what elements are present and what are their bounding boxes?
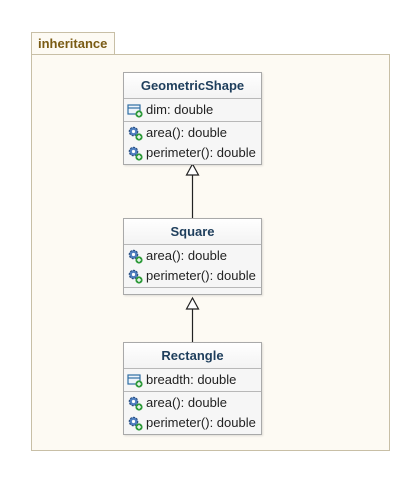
operation-row[interactable]: perimeter(): double	[124, 266, 261, 286]
empty-compartment	[124, 287, 261, 294]
field-icon	[127, 374, 143, 388]
operation-row[interactable]: area(): double	[124, 393, 261, 413]
attributes-compartment: dim: double	[124, 99, 261, 121]
attribute-row[interactable]: dim: double	[124, 100, 261, 120]
operation-row[interactable]: area(): double	[124, 123, 261, 143]
attribute-text: breadth: double	[146, 372, 237, 387]
attribute-text: dim: double	[146, 102, 214, 117]
operation-text: area(): double	[146, 395, 227, 410]
class-name: Square	[124, 219, 261, 245]
operation-row[interactable]: perimeter(): double	[124, 413, 261, 433]
attribute-row[interactable]: breadth: double	[124, 370, 261, 390]
operation-text: perimeter(): double	[146, 415, 256, 430]
method-icon	[128, 396, 143, 411]
operations-compartment: area(): double perimeter(): double	[124, 121, 261, 164]
generalization-square-to-geometricshape[interactable]	[185, 162, 200, 218]
operation-row[interactable]: area(): double	[124, 246, 261, 266]
method-icon	[128, 249, 143, 264]
attributes-compartment: breadth: double	[124, 369, 261, 391]
package-name: inheritance	[38, 36, 108, 51]
operation-text: perimeter(): double	[146, 268, 256, 283]
class-name: Rectangle	[124, 343, 261, 369]
operation-text: area(): double	[146, 125, 227, 140]
class-geometricshape[interactable]: GeometricShape dim: double	[123, 72, 262, 165]
class-name: GeometricShape	[124, 73, 261, 99]
method-icon	[128, 269, 143, 284]
operation-text: area(): double	[146, 248, 227, 263]
class-square[interactable]: Square area(): double perimeter():	[123, 218, 262, 295]
generalization-rectangle-to-square[interactable]	[185, 296, 200, 342]
method-icon	[128, 416, 143, 431]
method-icon	[128, 146, 143, 161]
operations-compartment: area(): double perimeter(): double	[124, 245, 261, 287]
class-rectangle[interactable]: Rectangle breadth: double	[123, 342, 262, 435]
operations-compartment: area(): double perimeter(): double	[124, 391, 261, 434]
package-tab[interactable]: inheritance	[31, 32, 115, 54]
method-icon	[128, 126, 143, 141]
field-icon	[127, 104, 143, 118]
operation-row[interactable]: perimeter(): double	[124, 143, 261, 163]
operation-text: perimeter(): double	[146, 145, 256, 160]
